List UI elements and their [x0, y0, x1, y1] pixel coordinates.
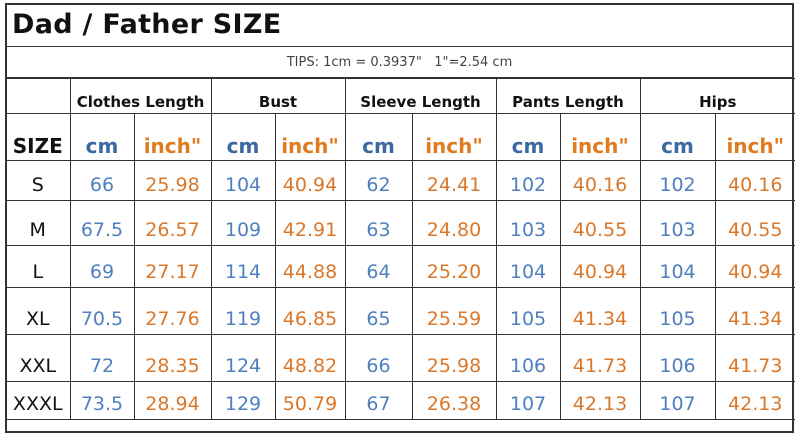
inch-value: 42.13 — [559, 381, 641, 420]
divider — [5, 46, 794, 47]
size-row: XXXL 73.5 28.94 129 50.79 67 26.38 107 42.13 107 4… — [6, 381, 795, 420]
unit-inch: inch" — [133, 113, 212, 161]
cm-value: 106 — [639, 334, 716, 382]
inch-value: 46.85 — [274, 287, 346, 335]
unit-inch: inch" — [411, 113, 497, 161]
group-header: Bust — [210, 78, 346, 114]
cm-value: 64 — [344, 245, 413, 288]
cm-value: 66 — [344, 334, 413, 382]
inch-value: 42.91 — [274, 200, 346, 246]
size-cell: XXL — [6, 334, 71, 382]
cm-value: 109 — [210, 200, 276, 246]
cm-value: 106 — [495, 334, 561, 382]
cm-value: 72 — [69, 334, 135, 382]
unit-cm: cm — [69, 113, 135, 161]
size-cell: S — [6, 160, 71, 201]
cm-value: 105 — [495, 287, 561, 335]
unit-cm: cm — [639, 113, 716, 161]
inch-value: 26.38 — [411, 381, 497, 420]
cm-value: 102 — [495, 160, 561, 201]
unit-inch: inch" — [274, 113, 346, 161]
divider — [5, 77, 794, 78]
inch-value: 41.34 — [559, 287, 641, 335]
cm-value: 107 — [639, 381, 716, 420]
cm-value: 103 — [495, 200, 561, 246]
cm-value: 102 — [639, 160, 716, 201]
size-cell: M — [6, 200, 71, 246]
size-cell: L — [6, 245, 71, 288]
size-cell: XL — [6, 287, 71, 335]
cm-value: 69 — [69, 245, 135, 288]
size-row: XXL 72 28.35 124 48.82 66 25.98 106 41.73 106 41.7… — [6, 334, 795, 382]
size-cell: XXXL — [6, 381, 71, 420]
inch-value: 24.41 — [411, 160, 497, 201]
empty-corner — [6, 78, 71, 114]
cm-value: 104 — [495, 245, 561, 288]
inch-value: 28.94 — [133, 381, 212, 420]
size-row: M 67.5 26.57 109 42.91 63 24.80 103 40.55 103 40.5… — [6, 200, 795, 246]
size-row: S 66 25.98 104 40.94 62 24.41 102 40.16 102 40.16 — [6, 160, 795, 201]
chart-title: Dad / Father SIZE — [12, 9, 282, 40]
cm-value: 107 — [495, 381, 561, 420]
inch-value: 25.98 — [411, 334, 497, 382]
inch-value: 40.55 — [714, 200, 795, 246]
inch-value: 42.13 — [714, 381, 795, 420]
group-header-row: Clothes Length Bust Sleeve Length Pants … — [6, 78, 795, 114]
cm-value: 67.5 — [69, 200, 135, 246]
unit-cm: cm — [344, 113, 413, 161]
cm-value: 103 — [639, 200, 716, 246]
cm-value: 104 — [210, 160, 276, 201]
inch-value: 25.20 — [411, 245, 497, 288]
inch-value: 25.98 — [133, 160, 212, 201]
cm-value: 67 — [344, 381, 413, 420]
cm-value: 66 — [69, 160, 135, 201]
cm-value: 62 — [344, 160, 413, 201]
cm-value: 65 — [344, 287, 413, 335]
unit-inch: inch" — [714, 113, 795, 161]
unit-header-row: SIZE cm inch" cm inch" cm inch" cm inch"… — [6, 113, 795, 161]
cm-value: 63 — [344, 200, 413, 246]
size-table: Clothes Length Bust Sleeve Length Pants … — [6, 78, 795, 420]
cm-value: 114 — [210, 245, 276, 288]
inch-value: 28.35 — [133, 334, 212, 382]
inch-value: 40.94 — [559, 245, 641, 288]
unit-inch: inch" — [559, 113, 641, 161]
inch-value: 24.80 — [411, 200, 497, 246]
inch-value: 26.57 — [133, 200, 212, 246]
inch-value: 27.76 — [133, 287, 212, 335]
group-header: Sleeve Length — [344, 78, 497, 114]
inch-value: 48.82 — [274, 334, 346, 382]
unit-cm: cm — [210, 113, 276, 161]
cm-value: 70.5 — [69, 287, 135, 335]
size-row: L 69 27.17 114 44.88 64 25.20 104 40.94 104 40.94 — [6, 245, 795, 288]
inch-value: 41.73 — [714, 334, 795, 382]
cm-value: 124 — [210, 334, 276, 382]
inch-value: 40.94 — [714, 245, 795, 288]
conversion-tips: TIPS: 1cm = 0.3937" 1"=2.54 cm — [286, 55, 513, 70]
inch-value: 41.34 — [714, 287, 795, 335]
group-header: Pants Length — [495, 78, 641, 114]
inch-value: 50.79 — [274, 381, 346, 420]
inch-value: 41.73 — [559, 334, 641, 382]
inch-value: 25.59 — [411, 287, 497, 335]
inch-value: 27.17 — [133, 245, 212, 288]
cm-value: 73.5 — [69, 381, 135, 420]
group-header: Hips — [639, 78, 795, 114]
size-header: SIZE — [6, 113, 71, 161]
cm-value: 119 — [210, 287, 276, 335]
unit-cm: cm — [495, 113, 561, 161]
inch-value: 40.16 — [714, 160, 795, 201]
inch-value: 44.88 — [274, 245, 346, 288]
cm-value: 104 — [639, 245, 716, 288]
cm-value: 105 — [639, 287, 716, 335]
size-row: XL 70.5 27.76 119 46.85 65 25.59 105 41.34 105 41.… — [6, 287, 795, 335]
cm-value: 129 — [210, 381, 276, 420]
inch-value: 40.16 — [559, 160, 641, 201]
inch-value: 40.94 — [274, 160, 346, 201]
group-header: Clothes Length — [69, 78, 212, 114]
inch-value: 40.55 — [559, 200, 641, 246]
